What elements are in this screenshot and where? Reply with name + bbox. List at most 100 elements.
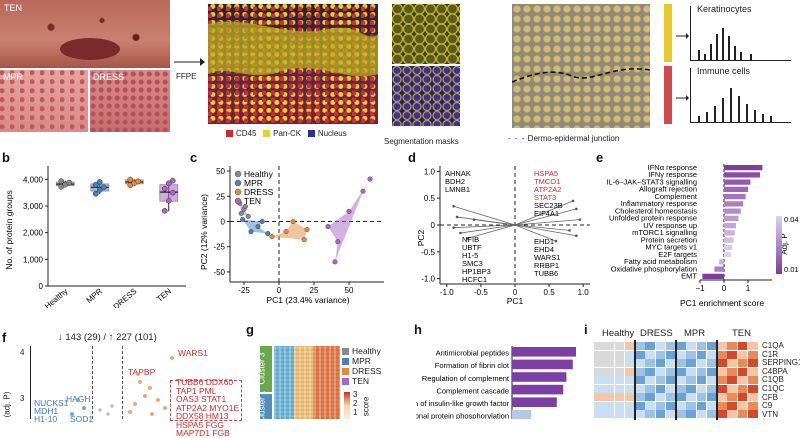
c-point <box>332 259 338 265</box>
i-heatmap-cell <box>717 359 727 368</box>
c-point <box>248 229 254 235</box>
c-xtick-label: 50 <box>345 286 354 295</box>
pathway-enrichment-bars: Antimicrobial peptides Formation of fibri… <box>416 346 576 419</box>
i-heatmap-cell <box>706 350 717 359</box>
i-heatmap-cell <box>737 350 748 359</box>
e-xtick-label: 0 <box>722 284 727 293</box>
f-gene-line-3: OAS3 STAT1 <box>176 394 227 404</box>
d-loading-arrow <box>514 208 577 226</box>
i-gene-list: C1QA C1R SERPING1 C4BPA C1QB C1QC CFB C9… <box>762 341 800 419</box>
b-ytick-label: 1,000 <box>23 255 44 264</box>
epidermis-band <box>208 21 378 77</box>
d-arrow-head <box>452 226 455 229</box>
d-arrow-head <box>575 207 578 211</box>
i-heatmap-cell <box>717 367 727 376</box>
i-gene-c1qa: C1QA <box>762 341 784 350</box>
b-point <box>161 207 168 214</box>
i-heatmap-cell <box>635 342 645 351</box>
i-heatmap-cell <box>727 393 737 402</box>
i-heatmap-cell <box>655 342 666 351</box>
e-category-label: MYC targets v1 <box>645 243 697 252</box>
i-heatmap-cell <box>706 393 717 402</box>
i-heatmap-grid <box>594 340 758 420</box>
i-heatmap-cell <box>665 367 676 376</box>
b-point <box>165 197 172 204</box>
h-category-label: Complement cascade <box>436 386 509 395</box>
i-heatmap-cell <box>624 350 635 359</box>
c-point <box>346 208 352 214</box>
i-heatmap-cell <box>676 342 686 351</box>
c-ytick-label: 0 <box>221 217 226 226</box>
f-threshold-left <box>92 346 93 419</box>
h-bar <box>512 359 573 370</box>
d-xtick-label: 1.0 <box>578 288 590 297</box>
i-heatmap-cell <box>614 359 625 368</box>
c-xtick-label: 0 <box>277 286 282 295</box>
i-heatmap-cell <box>696 342 707 351</box>
i-heatmap-cell <box>747 410 758 419</box>
f-gene-wars1: WARS1 <box>178 348 208 358</box>
d-loading-arrow <box>514 224 570 231</box>
i-heatmap-cell <box>655 367 666 376</box>
f-gene-line-5: DDX58 HM13 <box>176 411 229 421</box>
g-legend-ten: TEN <box>342 376 381 386</box>
h-category-label: Post-translational protein phosphorylati… <box>416 412 509 419</box>
i-heatmap-cell <box>696 359 707 368</box>
c-legend-label: Healthy <box>244 169 274 179</box>
panel-letter-b: b <box>2 150 10 165</box>
i-heatmap-cell <box>676 393 686 402</box>
junction-line <box>512 68 650 83</box>
nucleus-legend: Nucleus <box>307 129 347 138</box>
i-heatmap-cell <box>747 359 758 368</box>
panel-letter-e: e <box>596 150 604 165</box>
e-xtick-label: −1 <box>695 284 705 293</box>
e-category-label: EMT <box>681 272 697 281</box>
i-heatmap-cell <box>594 342 604 351</box>
b-point <box>92 190 99 197</box>
i-heatmap-cell <box>594 376 604 385</box>
f-gene-line-6: HSPA5 FGG <box>176 419 225 430</box>
c-legend-marker <box>234 197 242 205</box>
i-heatmap-cell <box>604 410 614 419</box>
d-gene-label-red: TMCO1 <box>534 177 560 186</box>
f-y-axis <box>30 346 31 419</box>
i-heatmap-cell <box>727 367 737 376</box>
i-heatmap-cell <box>604 384 614 393</box>
i-heatmap-cell <box>706 359 717 368</box>
immune-label: Immune cells <box>697 66 751 76</box>
d-gene-label: TUBB6 <box>534 269 558 278</box>
i-heatmap-cell <box>717 384 727 393</box>
panel-letter-d: d <box>408 150 416 165</box>
i-heatmap-cell <box>696 401 707 410</box>
i-gene-vtn: VTN <box>762 409 778 419</box>
segmentation-mask-top <box>392 4 460 64</box>
d-arrow-head <box>465 237 469 240</box>
i-heatmap-cell <box>624 410 635 419</box>
i-heatmap-cell <box>624 376 635 385</box>
i-heatmap-cell <box>706 410 717 419</box>
immune-bar <box>664 66 672 124</box>
g-cluster1-label: Cluster 1 <box>257 390 267 423</box>
e-bar <box>724 179 751 185</box>
keratinocyte-label: Keratinocytes <box>697 4 752 14</box>
panel-letter-f: f <box>2 330 7 345</box>
e-bar <box>724 230 735 236</box>
i-heatmap-cell <box>614 393 625 402</box>
b-category-label: TEN <box>155 286 173 303</box>
c-point <box>335 239 341 245</box>
i-heatmap-cell <box>594 384 604 393</box>
pc1-enrichment-bars: PC1 enrichment score Adj. P −1 0 1 IFNα res… <box>606 163 798 308</box>
i-heatmap-cell <box>614 384 625 393</box>
i-heatmap-cell <box>747 376 758 385</box>
e-category-label: Oxidative phosphorylation <box>611 264 697 273</box>
e-category-label: Fatty acid metabolism <box>624 257 697 266</box>
d-gene-label: BDH2 <box>445 177 465 186</box>
d-gene-label: UBTF <box>462 243 482 252</box>
cluster-heatmap: Cluster 3 Cluster 1 Healthy MPR DRESS TE… <box>257 330 396 423</box>
i-heatmap-cell <box>727 410 737 419</box>
i-heatmap-cell <box>706 384 717 393</box>
i-gene-c1qb: C1QB <box>762 375 784 385</box>
e-category-label: Inflammatory response <box>621 199 697 208</box>
i-heatmap-cell <box>747 384 758 393</box>
d-gene-label: SMC3 <box>462 259 483 268</box>
